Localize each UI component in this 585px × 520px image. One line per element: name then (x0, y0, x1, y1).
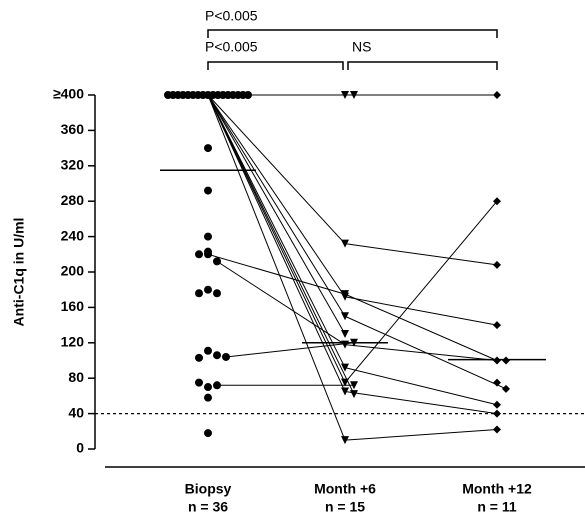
point (195, 378, 203, 387)
patient-line (344, 367, 498, 406)
y-tick-label: 280 (61, 192, 85, 208)
y-tick-label: 120 (61, 334, 85, 350)
point (341, 292, 349, 301)
point (204, 285, 212, 294)
point (493, 425, 501, 434)
point (493, 321, 501, 330)
patient-line (344, 293, 498, 361)
patient-line (207, 94, 346, 335)
patient-line (344, 243, 498, 266)
y-tick-label: 0 (76, 440, 84, 456)
comparison-label: NS (352, 39, 371, 55)
patient-line (344, 296, 498, 326)
point (341, 378, 349, 387)
point (164, 91, 172, 99)
point (204, 186, 212, 195)
point (341, 436, 349, 445)
point (350, 381, 358, 390)
n-label: n = 11 (477, 499, 517, 515)
patient-line (207, 253, 346, 295)
y-tick-label: ≥400 (53, 86, 84, 102)
y-tick-label: 40 (68, 404, 84, 420)
patient-line (207, 94, 346, 441)
y-tick-label: 160 (61, 298, 85, 314)
patient-line (207, 94, 346, 392)
point (350, 91, 358, 99)
point (195, 289, 203, 298)
point (493, 409, 501, 418)
point (493, 260, 501, 269)
point (341, 329, 349, 338)
point (204, 250, 212, 259)
point (341, 387, 349, 396)
y-tick-label: 360 (61, 121, 85, 137)
point (204, 429, 212, 438)
point (195, 250, 203, 259)
point (204, 383, 212, 392)
patient-line (207, 94, 346, 245)
point (341, 363, 349, 372)
patient-line (225, 342, 355, 358)
point (204, 346, 212, 355)
point (195, 353, 203, 362)
point (341, 239, 349, 248)
x-tick-label: Month +6 (314, 481, 376, 497)
comparison-label: P<0.005 (205, 8, 258, 24)
point (350, 390, 358, 399)
point (493, 400, 501, 409)
point (213, 381, 221, 390)
point (493, 91, 501, 99)
patient-line (207, 94, 346, 298)
patient-line (216, 260, 346, 345)
n-label: n = 36 (188, 499, 228, 515)
patient-line (344, 429, 498, 441)
patient-line (344, 200, 498, 383)
n-label: n = 15 (325, 499, 365, 515)
point (493, 378, 501, 387)
point (350, 338, 358, 347)
point (204, 232, 212, 241)
point (222, 352, 230, 361)
patient-line (207, 94, 346, 383)
x-tick-label: Month +12 (462, 481, 532, 497)
point (244, 91, 252, 99)
point (493, 356, 501, 365)
bracket (207, 29, 498, 38)
patient-line (344, 390, 498, 415)
bracket (347, 61, 498, 70)
point (341, 340, 349, 349)
bracket (207, 61, 344, 70)
comparison-label: P<0.005 (205, 39, 258, 55)
point (341, 91, 349, 99)
y-tick-label: 80 (68, 369, 84, 385)
y-tick-label: 320 (61, 157, 85, 173)
patient-line (207, 94, 346, 368)
point (341, 312, 349, 321)
point (213, 257, 221, 266)
point (502, 356, 510, 365)
patient-line (344, 344, 498, 361)
patient-line (207, 94, 346, 317)
point (502, 384, 510, 393)
point (204, 144, 212, 153)
patient-line (207, 94, 355, 395)
point (213, 351, 221, 360)
point (204, 393, 212, 402)
point (493, 197, 501, 206)
y-tick-label: 200 (61, 263, 85, 279)
point (213, 289, 221, 298)
y-axis-label: Anti-C1q in U/ml (11, 218, 27, 327)
y-tick-label: 240 (61, 227, 85, 243)
x-tick-label: Biopsy (185, 481, 232, 497)
